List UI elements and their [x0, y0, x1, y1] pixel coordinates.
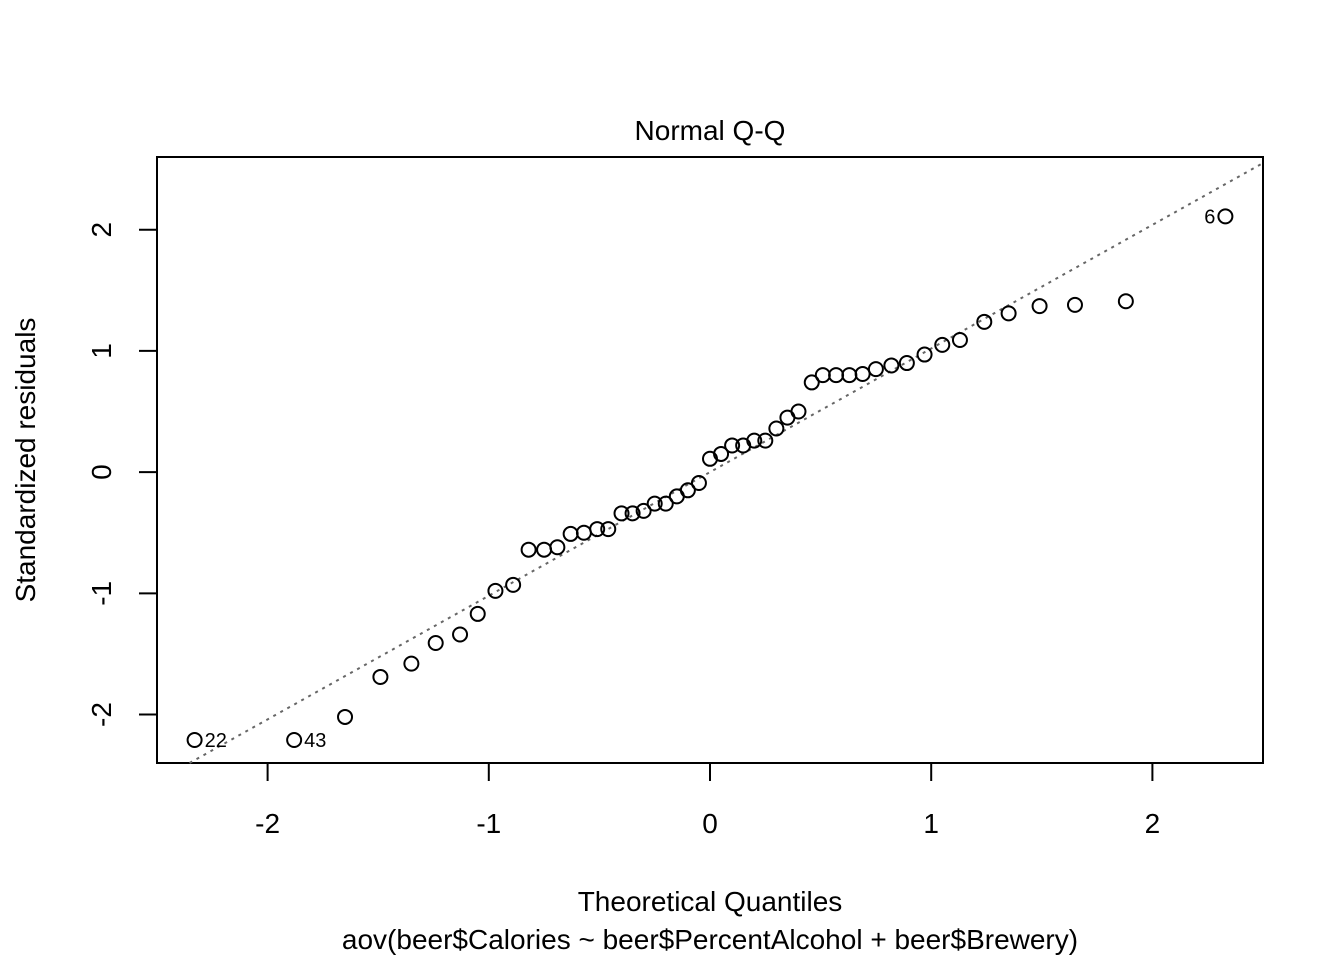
qq-point [828, 367, 845, 384]
x-axis-title: Theoretical Quantiles [578, 886, 843, 917]
y-tick-label: 1 [86, 343, 117, 359]
qq-point [646, 495, 663, 512]
point-id-label: 22 [205, 730, 227, 752]
x-tick-label: 1 [923, 808, 939, 839]
plot-frame [156, 156, 1264, 764]
qq-point [624, 505, 641, 522]
y-tick-label: -2 [86, 702, 117, 727]
qq-point [790, 403, 807, 420]
y-axis: -2 -1 0 1 2 [86, 222, 157, 727]
qq-point [452, 626, 469, 643]
qq-point [898, 355, 915, 372]
x-axis-subtitle: aov(beer$Calories ~ beer$PercentAlcohol … [342, 924, 1078, 955]
qq-reference-line [189, 162, 1264, 764]
point-id-label: 43 [304, 730, 326, 752]
qq-point [469, 605, 486, 622]
qq-point [679, 482, 696, 499]
qq-point [976, 313, 993, 330]
point-labels-layer: 22 43 6 [205, 206, 1216, 752]
point-id-label: 6 [1204, 206, 1215, 228]
qq-point [854, 365, 871, 382]
qq-point [724, 437, 741, 454]
qq-point [867, 361, 884, 378]
y-axis-title: Standardized residuals [10, 318, 41, 603]
qq-point [549, 539, 566, 556]
qq-point [713, 445, 730, 462]
qq-point [589, 521, 606, 538]
qq-point [427, 635, 444, 652]
qq-point [934, 336, 951, 353]
qq-point [505, 576, 522, 593]
qq-point [372, 668, 389, 685]
qq-point [768, 420, 785, 437]
qq-point [916, 346, 933, 363]
y-tick-label: 2 [86, 222, 117, 238]
qq-point [1217, 208, 1234, 225]
qq-point [575, 524, 592, 541]
qq-point [562, 525, 579, 542]
qq-point [635, 502, 652, 519]
reference-line-layer [189, 162, 1264, 764]
qq-point [746, 432, 763, 449]
qq-point [690, 475, 707, 492]
x-tick-label: -2 [255, 808, 280, 839]
qq-point [803, 374, 820, 391]
chart-title: Normal Q-Q [635, 115, 786, 146]
qq-point [1066, 296, 1083, 313]
qq-point [841, 367, 858, 384]
qq-point [883, 357, 900, 374]
qq-point [186, 731, 203, 748]
qq-point [1000, 305, 1017, 322]
qq-point [337, 708, 354, 725]
qq-point [613, 505, 630, 522]
qq-point [286, 731, 303, 748]
qq-point [520, 541, 537, 558]
y-tick-label: 0 [86, 464, 117, 480]
qq-point [487, 582, 504, 599]
qq-point [1117, 293, 1134, 310]
qq-point [814, 367, 831, 384]
points-layer [186, 208, 1234, 748]
y-tick-label: -1 [86, 581, 117, 606]
x-tick-label: 0 [702, 808, 718, 839]
qq-point [403, 655, 420, 672]
qq-point [757, 432, 774, 449]
qq-point [1031, 298, 1048, 315]
x-axis: -2 -1 0 1 2 [255, 763, 1160, 839]
qq-point [536, 541, 553, 558]
qq-point [951, 332, 968, 349]
qq-point [657, 495, 674, 512]
qq-point [600, 521, 617, 538]
x-tick-label: 2 [1145, 808, 1161, 839]
x-tick-label: -1 [476, 808, 501, 839]
